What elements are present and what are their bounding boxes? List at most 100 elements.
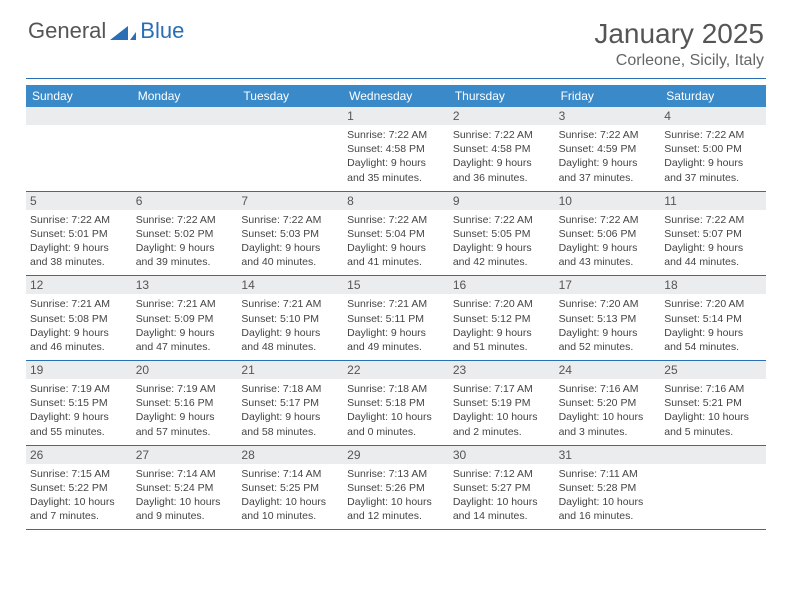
day-number: 27	[132, 446, 238, 464]
logo-text-blue: Blue	[140, 18, 184, 44]
day-info: Sunrise: 7:15 AMSunset: 5:22 PMDaylight:…	[30, 467, 128, 524]
day-info: Sunrise: 7:17 AMSunset: 5:19 PMDaylight:…	[453, 382, 551, 439]
day-cell: 14 Sunrise: 7:21 AMSunset: 5:10 PMDayligh…	[237, 276, 343, 360]
day-number: 29	[343, 446, 449, 464]
week-row: 12Sunrise: 7:21 AMSunset: 5:08 PMDayligh…	[26, 276, 766, 361]
logo-triangle-icon	[110, 22, 136, 40]
day-number: 4	[660, 107, 766, 125]
day-number-empty	[26, 107, 132, 125]
month-title: January 2025	[594, 18, 764, 50]
week-row: 1Sunrise: 7:22 AMSunset: 4:58 PMDaylight…	[26, 107, 766, 192]
day-cell: 3 Sunrise: 7:22 AMSunset: 4:59 PMDaylight…	[555, 107, 661, 191]
day-info: Sunrise: 7:22 AMSunset: 5:04 PMDaylight:…	[347, 213, 445, 270]
day-header-cell: Sunday	[26, 85, 132, 107]
day-cell: 24Sunrise: 7:16 AMSunset: 5:20 PMDayligh…	[555, 361, 661, 445]
day-number: 22	[343, 361, 449, 379]
day-number: 17	[555, 276, 661, 294]
day-info: Sunrise: 7:18 AMSunset: 5:17 PMDaylight:…	[241, 382, 339, 439]
day-info: Sunrise: 7:22 AMSunset: 5:03 PMDaylight:…	[241, 213, 339, 270]
day-number: 15	[343, 276, 449, 294]
day-info: Sunrise: 7:12 AMSunset: 5:27 PMDaylight:…	[453, 467, 551, 524]
day-number: 13	[132, 276, 238, 294]
day-number: 7	[237, 192, 343, 210]
day-info: Sunrise: 7:14 AMSunset: 5:25 PMDaylight:…	[241, 467, 339, 524]
day-info: Sunrise: 7:20 AMSunset: 5:14 PMDaylight:…	[664, 297, 762, 354]
day-info: Sunrise: 7:21 AMSunset: 5:09 PMDaylight:…	[136, 297, 234, 354]
day-cell: 25 Sunrise: 7:16 AMSunset: 5:21 PMDayligh…	[660, 361, 766, 445]
day-cell: 8 Sunrise: 7:22 AMSunset: 5:04 PMDaylight…	[343, 192, 449, 276]
day-number: 28	[237, 446, 343, 464]
calendar: SundayMondayTuesdayWednesdayThursdayFrid…	[26, 85, 766, 530]
day-number: 18	[660, 276, 766, 294]
day-number-empty	[132, 107, 238, 125]
day-number: 10	[555, 192, 661, 210]
day-info: Sunrise: 7:22 AMSunset: 4:59 PMDaylight:…	[559, 128, 657, 185]
day-info: Sunrise: 7:22 AMSunset: 5:07 PMDaylight:…	[664, 213, 762, 270]
day-number: 25	[660, 361, 766, 379]
day-cell: 15Sunrise: 7:21 AMSunset: 5:11 PMDayligh…	[343, 276, 449, 360]
day-cell: 11 Sunrise: 7:22 AMSunset: 5:07 PMDayligh…	[660, 192, 766, 276]
day-info: Sunrise: 7:22 AMSunset: 5:00 PMDaylight:…	[664, 128, 762, 185]
day-info: Sunrise: 7:14 AMSunset: 5:24 PMDaylight:…	[136, 467, 234, 524]
day-info: Sunrise: 7:20 AMSunset: 5:13 PMDaylight:…	[559, 297, 657, 354]
day-number: 30	[449, 446, 555, 464]
day-number: 24	[555, 361, 661, 379]
day-cell	[26, 107, 132, 191]
day-info: Sunrise: 7:19 AMSunset: 5:15 PMDaylight:…	[30, 382, 128, 439]
day-number: 14	[237, 276, 343, 294]
day-info: Sunrise: 7:11 AMSunset: 5:28 PMDaylight:…	[559, 467, 657, 524]
day-info: Sunrise: 7:13 AMSunset: 5:26 PMDaylight:…	[347, 467, 445, 524]
day-number: 3	[555, 107, 661, 125]
day-info: Sunrise: 7:22 AMSunset: 5:02 PMDaylight:…	[136, 213, 234, 270]
day-info: Sunrise: 7:21 AMSunset: 5:10 PMDaylight:…	[241, 297, 339, 354]
day-cell: 12Sunrise: 7:21 AMSunset: 5:08 PMDayligh…	[26, 276, 132, 360]
day-cell: 16Sunrise: 7:20 AMSunset: 5:12 PMDayligh…	[449, 276, 555, 360]
week-row: 5 Sunrise: 7:22 AMSunset: 5:01 PMDaylight…	[26, 192, 766, 277]
day-cell: 6Sunrise: 7:22 AMSunset: 5:02 PMDaylight…	[132, 192, 238, 276]
day-cell: 21 Sunrise: 7:18 AMSunset: 5:17 PMDayligh…	[237, 361, 343, 445]
logo-text-general: General	[28, 18, 106, 44]
day-cell: 13 Sunrise: 7:21 AMSunset: 5:09 PMDayligh…	[132, 276, 238, 360]
day-header-cell: Thursday	[449, 85, 555, 107]
day-cell: 29 Sunrise: 7:13 AMSunset: 5:26 PMDayligh…	[343, 446, 449, 530]
day-number: 31	[555, 446, 661, 464]
day-cell	[660, 446, 766, 530]
day-cell: 1Sunrise: 7:22 AMSunset: 4:58 PMDaylight…	[343, 107, 449, 191]
day-number: 26	[26, 446, 132, 464]
day-cell: 10Sunrise: 7:22 AMSunset: 5:06 PMDayligh…	[555, 192, 661, 276]
day-info: Sunrise: 7:22 AMSunset: 4:58 PMDaylight:…	[347, 128, 445, 185]
top-divider	[26, 78, 766, 79]
day-cell: 27 Sunrise: 7:14 AMSunset: 5:24 PMDayligh…	[132, 446, 238, 530]
day-info: Sunrise: 7:18 AMSunset: 5:18 PMDaylight:…	[347, 382, 445, 439]
day-info: Sunrise: 7:20 AMSunset: 5:12 PMDaylight:…	[453, 297, 551, 354]
day-number: 21	[237, 361, 343, 379]
day-number: 9	[449, 192, 555, 210]
day-number: 12	[26, 276, 132, 294]
day-cell	[237, 107, 343, 191]
day-header-cell: Wednesday	[343, 85, 449, 107]
day-info: Sunrise: 7:16 AMSunset: 5:21 PMDaylight:…	[664, 382, 762, 439]
day-number: 23	[449, 361, 555, 379]
day-number: 5	[26, 192, 132, 210]
day-number: 8	[343, 192, 449, 210]
day-cell: 28 Sunrise: 7:14 AMSunset: 5:25 PMDayligh…	[237, 446, 343, 530]
day-info: Sunrise: 7:22 AMSunset: 5:05 PMDaylight:…	[453, 213, 551, 270]
day-number: 2	[449, 107, 555, 125]
day-cell: 17 Sunrise: 7:20 AMSunset: 5:13 PMDayligh…	[555, 276, 661, 360]
day-cell: 26 Sunrise: 7:15 AMSunset: 5:22 PMDayligh…	[26, 446, 132, 530]
day-cell	[132, 107, 238, 191]
day-header-cell: Tuesday	[237, 85, 343, 107]
title-block: January 2025 Corleone, Sicily, Italy	[594, 18, 764, 70]
day-number: 11	[660, 192, 766, 210]
day-header-cell: Saturday	[660, 85, 766, 107]
day-header-cell: Friday	[555, 85, 661, 107]
day-cell: 4 Sunrise: 7:22 AMSunset: 5:00 PMDaylight…	[660, 107, 766, 191]
week-row: 26 Sunrise: 7:15 AMSunset: 5:22 PMDayligh…	[26, 446, 766, 531]
day-cell: 23 Sunrise: 7:17 AMSunset: 5:19 PMDayligh…	[449, 361, 555, 445]
week-row: 19Sunrise: 7:19 AMSunset: 5:15 PMDayligh…	[26, 361, 766, 446]
day-cell: 5 Sunrise: 7:22 AMSunset: 5:01 PMDaylight…	[26, 192, 132, 276]
day-number-empty	[660, 446, 766, 464]
day-info: Sunrise: 7:22 AMSunset: 5:01 PMDaylight:…	[30, 213, 128, 270]
day-cell: 22 Sunrise: 7:18 AMSunset: 5:18 PMDayligh…	[343, 361, 449, 445]
day-cell: 7 Sunrise: 7:22 AMSunset: 5:03 PMDaylight…	[237, 192, 343, 276]
